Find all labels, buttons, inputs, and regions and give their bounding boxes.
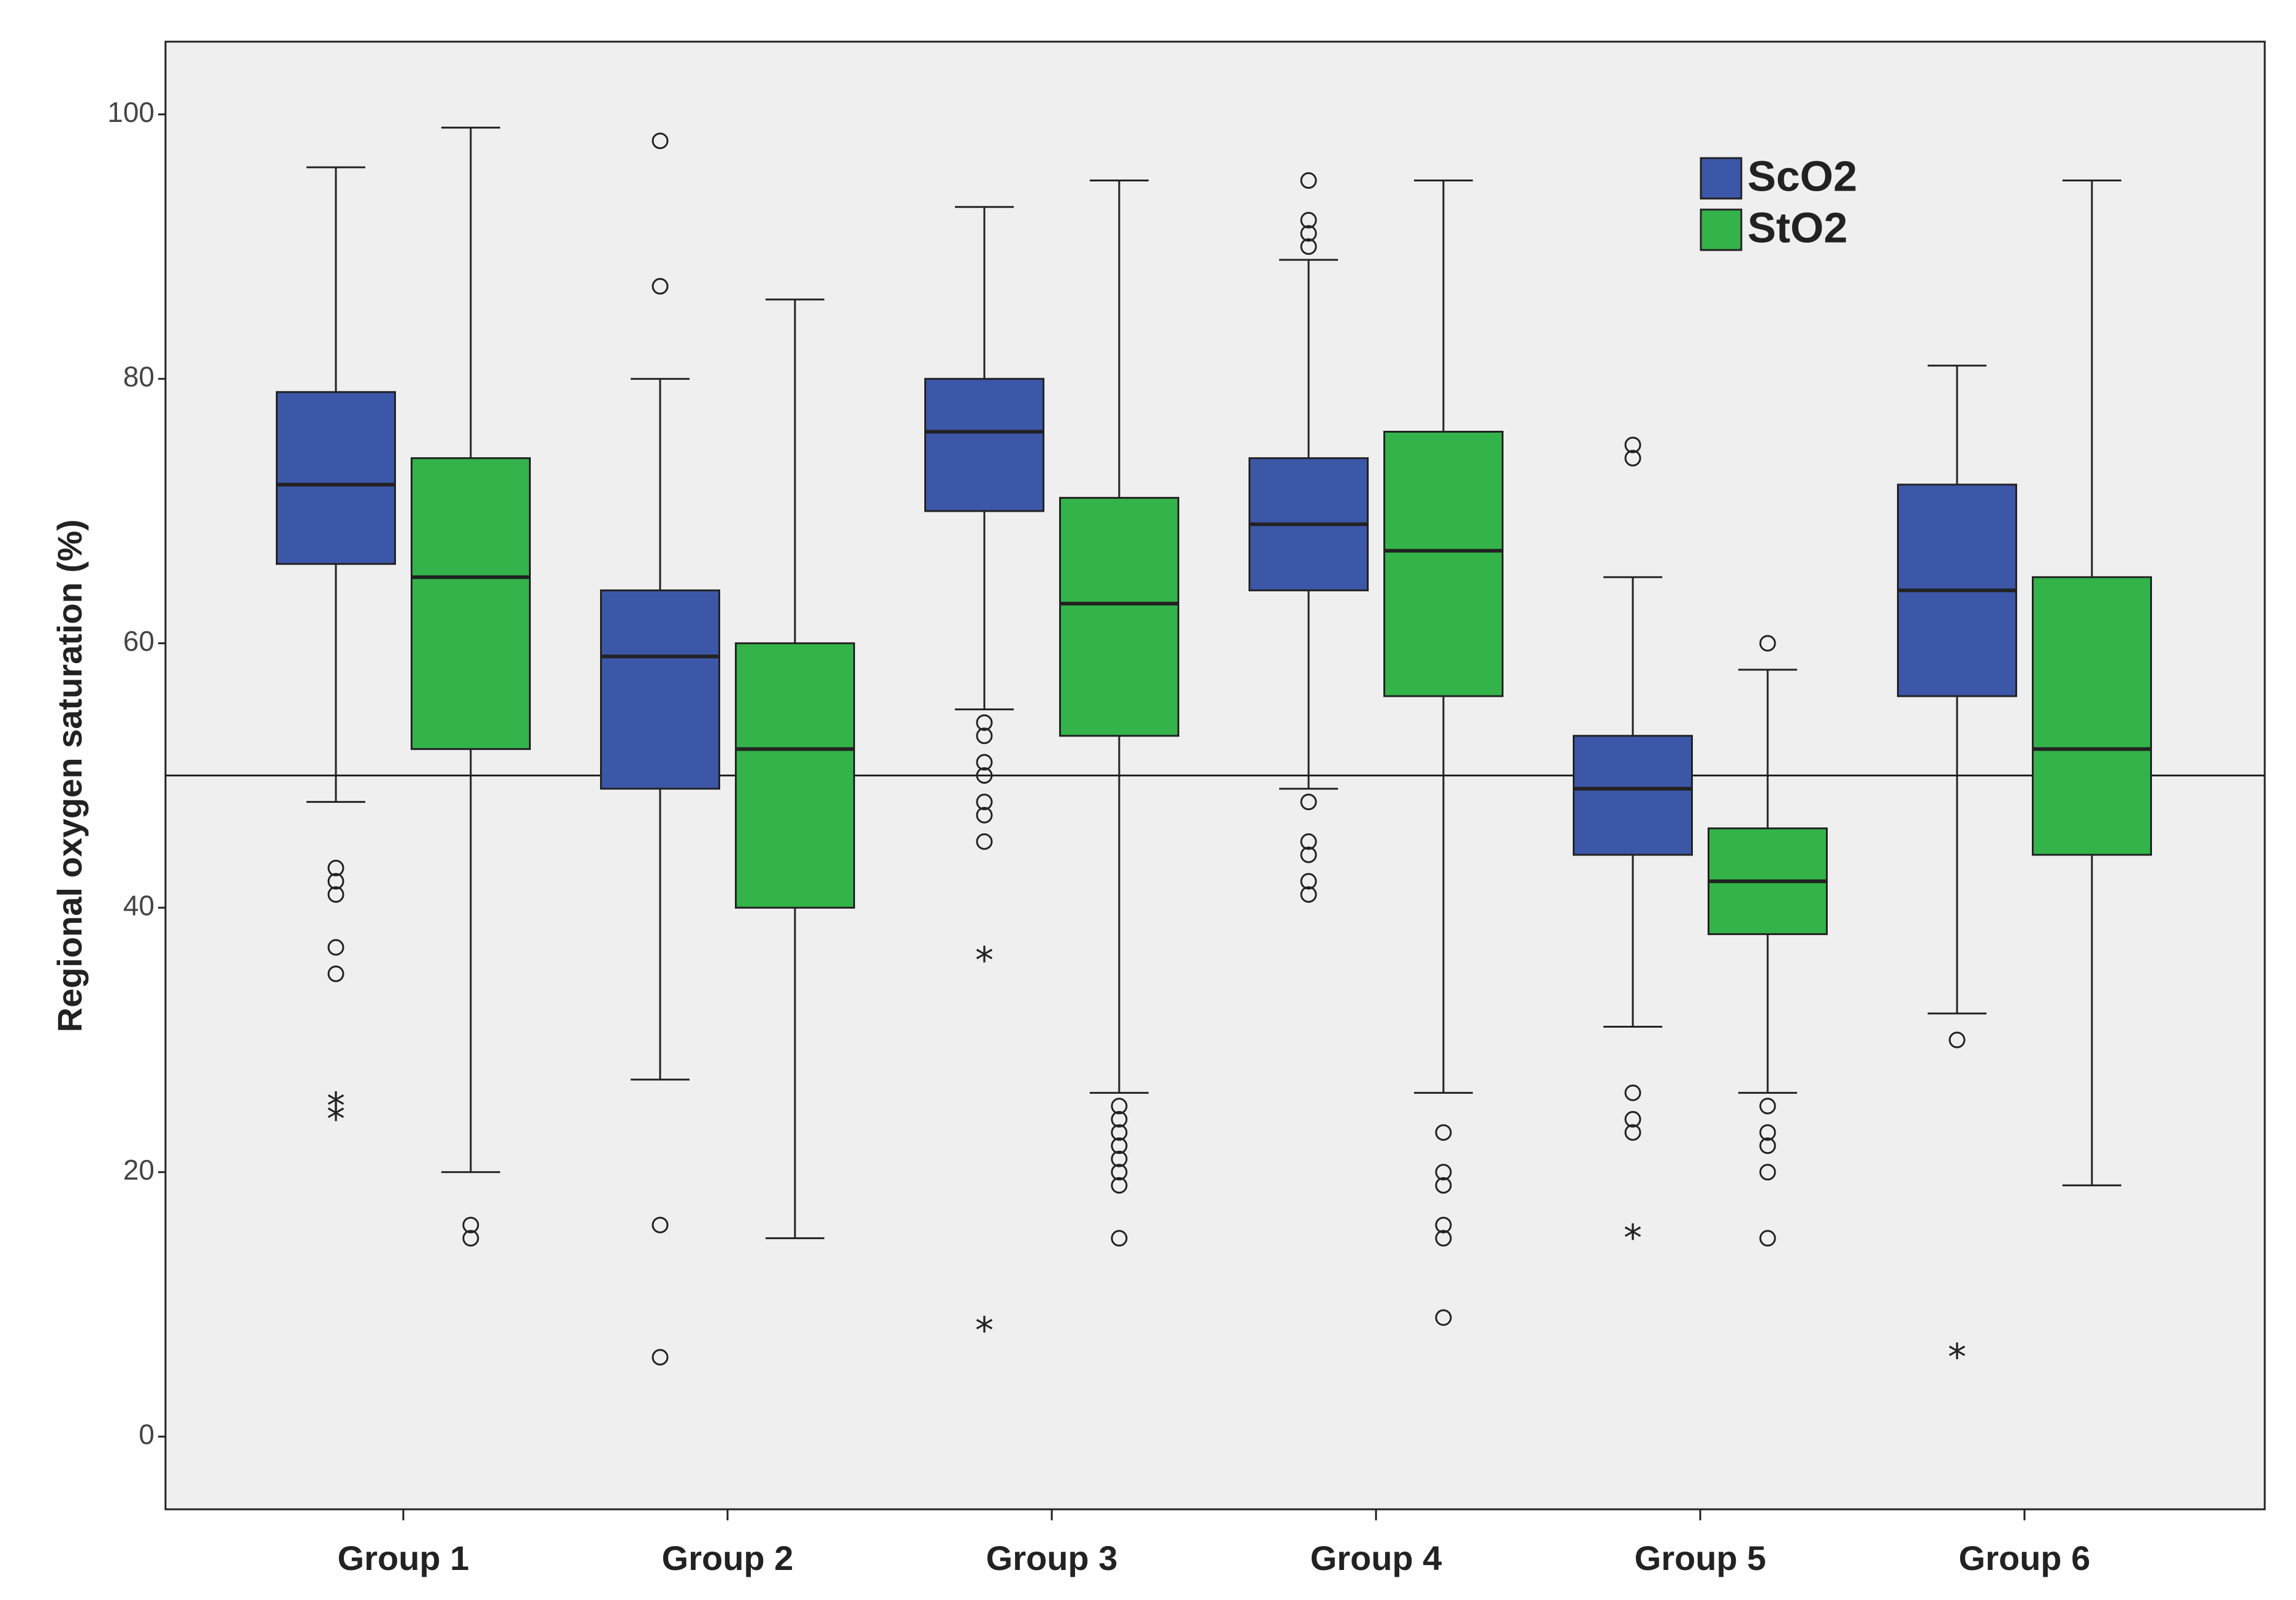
box-iqr [411,457,531,750]
outlier-point [1759,1124,1776,1141]
outlier-point [1300,794,1317,811]
outlier-point [327,939,344,956]
outlier-point [976,794,993,811]
box-iqr [924,377,1044,512]
outlier-point [1435,1124,1452,1141]
outlier-point [1435,1164,1452,1181]
outlier-point [1300,833,1317,850]
outlier-point [1624,436,1641,453]
outlier-point [1759,1164,1776,1181]
box-iqr [600,589,720,790]
box-sco2-5: * [1573,436,1693,1260]
extreme-point: * [975,1310,994,1352]
outlier-point [976,714,993,731]
y-tick-label: 100 [107,96,154,128]
box-sco2-4 [1249,172,1369,903]
legend-swatch-sto2 [1700,208,1743,251]
outlier-point [1300,886,1317,903]
box-sto2-3 [1059,180,1179,1247]
box-sco2-6: * [1897,365,2017,1379]
y-tick-label: 80 [123,360,154,392]
y-axis-title: Regional oxygen saturation (%) [50,520,89,1033]
outlier-point [1300,172,1317,189]
box-sco2-2 [600,132,720,1366]
x-tick-label: Group 5 [1635,1539,1766,1577]
box-sto2-1 [411,126,531,1247]
outlier-point [327,860,344,877]
box-iqr [2032,576,2152,856]
outlier-point [1759,1098,1776,1115]
outlier-point [327,886,344,903]
outlier-point [1759,635,1776,652]
extreme-point: * [327,1098,345,1140]
y-tick-label: 20 [123,1154,154,1186]
outlier-point [1111,1124,1128,1141]
legend-label-sto2: StO2 [1747,203,1847,251]
x-tick-label: Group 4 [1310,1539,1442,1577]
outlier-point [1111,1230,1128,1247]
box-iqr [1573,735,1693,856]
extreme-point: * [1948,1336,1966,1379]
x-tick-label: Group 2 [662,1539,794,1577]
outlier-point [1300,211,1317,229]
outlier-point [1111,1110,1128,1128]
box-sto2-5 [1708,635,1828,1247]
outlier-point [976,754,993,771]
box-iqr [735,642,855,909]
outlier-point [1435,1309,1452,1326]
y-tick-label: 0 [139,1418,154,1450]
outlier-point [1300,873,1317,890]
outlier-point [976,806,993,824]
outlier-point [1300,225,1317,242]
outlier-point [1111,1177,1128,1194]
box-iqr [1383,431,1503,697]
outlier-point [976,833,993,850]
outlier-point [1111,1150,1128,1167]
outlier-point [327,965,344,982]
legend-swatch-sco2 [1700,157,1743,200]
box-iqr [1059,496,1179,737]
outlier-point [327,873,344,890]
box-sco2-1: ** [276,166,396,1140]
outlier-point [1300,238,1317,255]
outlier-point [1624,1124,1641,1141]
outlier-point [1624,1110,1641,1128]
x-tick-label: Group 3 [986,1539,1118,1577]
outlier-point [1624,450,1641,467]
outlier-point [1948,1031,1966,1048]
outlier-point [462,1216,479,1234]
box-sto2-6 [2032,180,2152,1186]
x-tick-label: Group 6 [1959,1539,2091,1577]
outlier-point [1300,846,1317,863]
outlier-point [976,727,993,745]
extreme-point: * [327,1085,345,1128]
outlier-point [1435,1177,1452,1194]
outlier-point [652,1216,669,1234]
outlier-point [1624,1084,1641,1101]
outlier-point [976,767,993,784]
outlier-point [1111,1164,1128,1181]
legend-label-sco2: ScO2 [1747,152,1857,200]
outlier-point [462,1230,479,1247]
box-sto2-4 [1383,180,1503,1326]
outlier-point [1759,1137,1776,1155]
outlier-point [1435,1230,1452,1247]
outlier-point [1435,1216,1452,1234]
extreme-point: * [975,939,994,982]
outlier-point [1111,1098,1128,1115]
box-sco2-3: ** [924,206,1044,1352]
y-tick-label: 40 [123,889,154,921]
outlier-point [1111,1137,1128,1155]
outlier-point [652,132,669,150]
box-iqr [276,391,396,565]
extreme-point: * [1624,1217,1642,1260]
outlier-point [1759,1230,1776,1247]
outlier-point [652,1349,669,1366]
x-tick-label: Group 1 [338,1539,469,1577]
box-sto2-2 [735,298,855,1240]
y-tick-label: 60 [123,625,154,657]
outlier-point [652,278,669,295]
